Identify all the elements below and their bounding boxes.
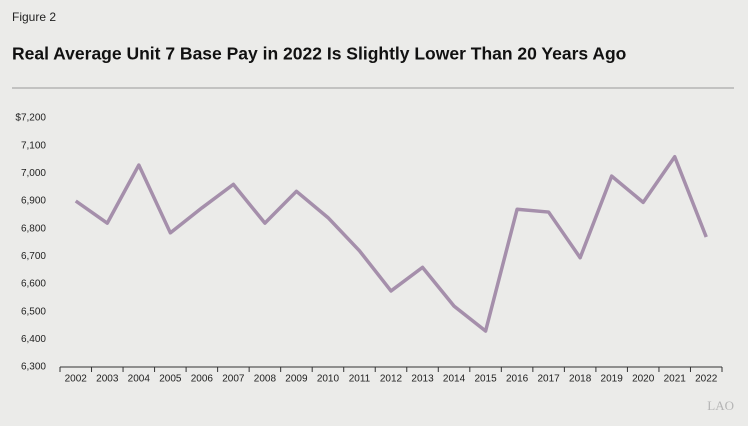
figure-label: Figure 2 [12,10,56,24]
y-tick-label: 6,500 [21,306,46,317]
x-tick-label: 2007 [222,374,245,385]
x-tick-label: 2020 [632,374,655,385]
y-tick-label: 6,800 [21,223,46,234]
x-tick-label: 2021 [664,374,687,385]
x-tick-label: 2018 [569,374,592,385]
y-tick-label: 6,600 [21,279,46,290]
x-tick-label: 2004 [128,374,151,385]
x-tick-label: 2002 [65,374,88,385]
x-tick-label: 2013 [411,374,434,385]
x-tick-label: 2012 [380,374,403,385]
y-tick-label: 6,400 [21,334,46,345]
x-tick-label: 2003 [96,374,119,385]
logo: LAO [707,398,734,413]
y-tick-label: $7,200 [15,113,46,124]
x-tick-label: 2005 [159,374,182,385]
x-tick-label: 2022 [695,374,718,385]
x-tick-label: 2019 [601,374,624,385]
y-tick-label: 6,900 [21,196,46,207]
x-tick-label: 2008 [254,374,277,385]
x-tick-label: 2009 [285,374,308,385]
data-line [74,154,708,333]
x-tick-label: 2011 [349,374,371,385]
x-tick-label: 2017 [537,374,560,385]
y-tick-label: 6,700 [21,251,46,262]
y-tick-label: 7,000 [21,168,46,179]
y-tick-label: 7,100 [21,140,46,151]
x-tick-label: 2016 [506,374,529,385]
x-tick-label: 2015 [474,374,497,385]
y-tick-label: 6,300 [21,362,46,373]
x-tick-label: 2010 [317,374,340,385]
chart-title: Real Average Unit 7 Base Pay in 2022 Is … [12,44,626,64]
x-tick-label: 2014 [443,374,466,385]
x-tick-label: 2006 [191,374,214,385]
